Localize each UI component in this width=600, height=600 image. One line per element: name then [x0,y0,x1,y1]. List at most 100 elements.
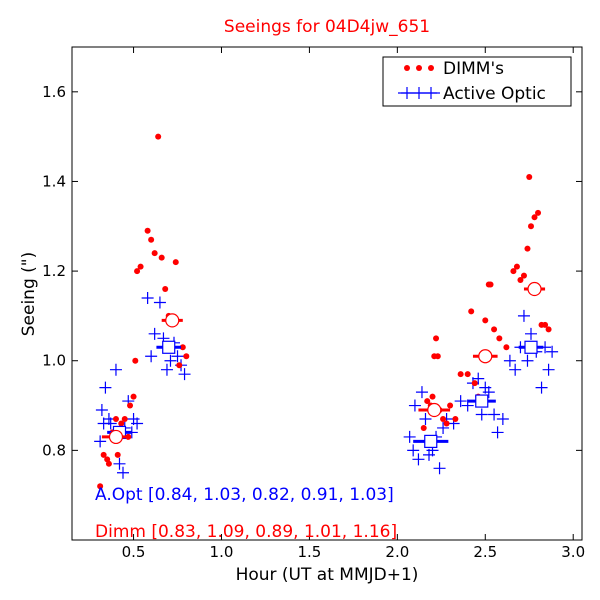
x-tick-label: 3.0 [561,543,585,561]
legend-aopt-marker [398,87,440,99]
dimm-point [121,415,128,422]
dimm-point [526,173,533,180]
x-tick-label: 1.5 [297,543,321,561]
aopt-point [95,404,108,417]
x-tick-label: 1.0 [210,543,234,561]
x-tick-label: 0.5 [122,543,146,561]
x-tick-label: 2.5 [473,543,497,561]
legend-dimm-marker [404,65,434,71]
dimm-point [162,286,169,293]
dimm-point [105,460,112,467]
dimm-point [482,317,489,324]
legend-dimm-dot [428,65,434,71]
legend: DIMM's Active Optic [382,56,572,107]
aopt-point [145,350,158,363]
legend-box [382,56,572,107]
dimm-point [503,344,510,351]
aopt-mean-marker [475,394,489,408]
aopt-point [153,296,166,309]
dimm-point [114,451,121,458]
dimm-point [158,254,165,261]
aopt-point [488,408,501,421]
aopt-point [437,421,450,434]
aopt-point [164,354,177,367]
aopt-point [148,327,161,340]
dimm-point [528,223,534,230]
dimm-mean-marker [527,281,542,297]
y-tick-label: 1.2 [42,262,66,280]
aopt-point [542,363,555,376]
dimm-point [424,398,431,405]
aopt-point [160,363,173,376]
y-tick-label: 1.4 [42,172,66,190]
dimm-point [176,362,183,369]
y-tick-label: 0.8 [42,441,66,459]
dimm-point [148,236,155,243]
aopt-point [517,309,530,322]
dimm-point [151,250,158,257]
dimm-point [471,380,478,387]
aopt-mean-marker [524,340,538,354]
dimm-point [524,245,531,252]
dimm-point [429,393,436,400]
aopt-point [171,350,184,363]
dimm-point [155,133,162,140]
dimm-mean-marker [165,313,180,328]
legend-dimm-dot [404,65,410,71]
aopt-point [482,386,495,399]
axes: 0.5 1.0 1.5 2.0 2.5 3.0 0.8 1.0 1.2 1.4 1.6 [42,47,585,561]
dimm-annotation: Dimm [0.83, 1.09, 0.89, 1.01, 1.16] [95,522,397,542]
aopt-point [141,291,154,304]
aopt-point [178,368,191,381]
legend-dimm-label: DIMM's [443,59,504,79]
aopt-point [408,399,421,412]
dimm-mean-marker [427,402,442,418]
dimm-point [172,259,179,266]
aopt-point [415,386,428,399]
dimm-point [112,415,119,422]
plot-frame [71,46,583,541]
dimm-point [496,335,503,342]
dimm-point [545,326,552,333]
aopt-point [407,444,420,457]
x-tick-label: 2.0 [385,543,409,561]
aopt-point [113,457,126,470]
aopt-point [433,462,446,475]
aopt-point [94,435,107,448]
aopt-mean-marker [162,340,176,354]
aopt-point [546,345,559,358]
aopt-point [525,327,537,340]
aopt-point [503,354,516,367]
aopt-point [475,408,488,421]
aopt-point [535,381,548,394]
dimm-point [510,268,517,275]
dimm-point [433,335,440,342]
aopt-point [419,412,432,425]
x-axis-label: Hour (UT at MMJD+1) [236,565,419,585]
dimm-point [134,268,141,275]
aopt-point [131,417,144,430]
dimm-point [440,415,447,422]
y-axis-label: Seeing (") [19,252,39,337]
dimm-point [183,353,190,360]
dimm-point [144,227,151,234]
dimm-point [517,277,524,284]
dimm-point [179,344,186,351]
dimm-mean-marker [478,349,493,364]
legend-dimm-dot [416,65,422,71]
dimm-point [535,209,542,216]
aopt-point [521,354,534,367]
dimm-point [118,420,125,427]
dimm-point [513,263,520,270]
dimm-point [468,308,475,315]
aopt-point [496,412,509,425]
dimm-point [97,483,104,490]
legend-aopt-label: Active Optic [443,84,546,104]
y-tick-label: 1.0 [42,352,66,370]
aopt-point [472,372,485,385]
plot-area [94,133,559,490]
aopt-mean-marker [424,434,438,448]
dimm-point [420,424,427,431]
dimm-point [447,402,454,409]
